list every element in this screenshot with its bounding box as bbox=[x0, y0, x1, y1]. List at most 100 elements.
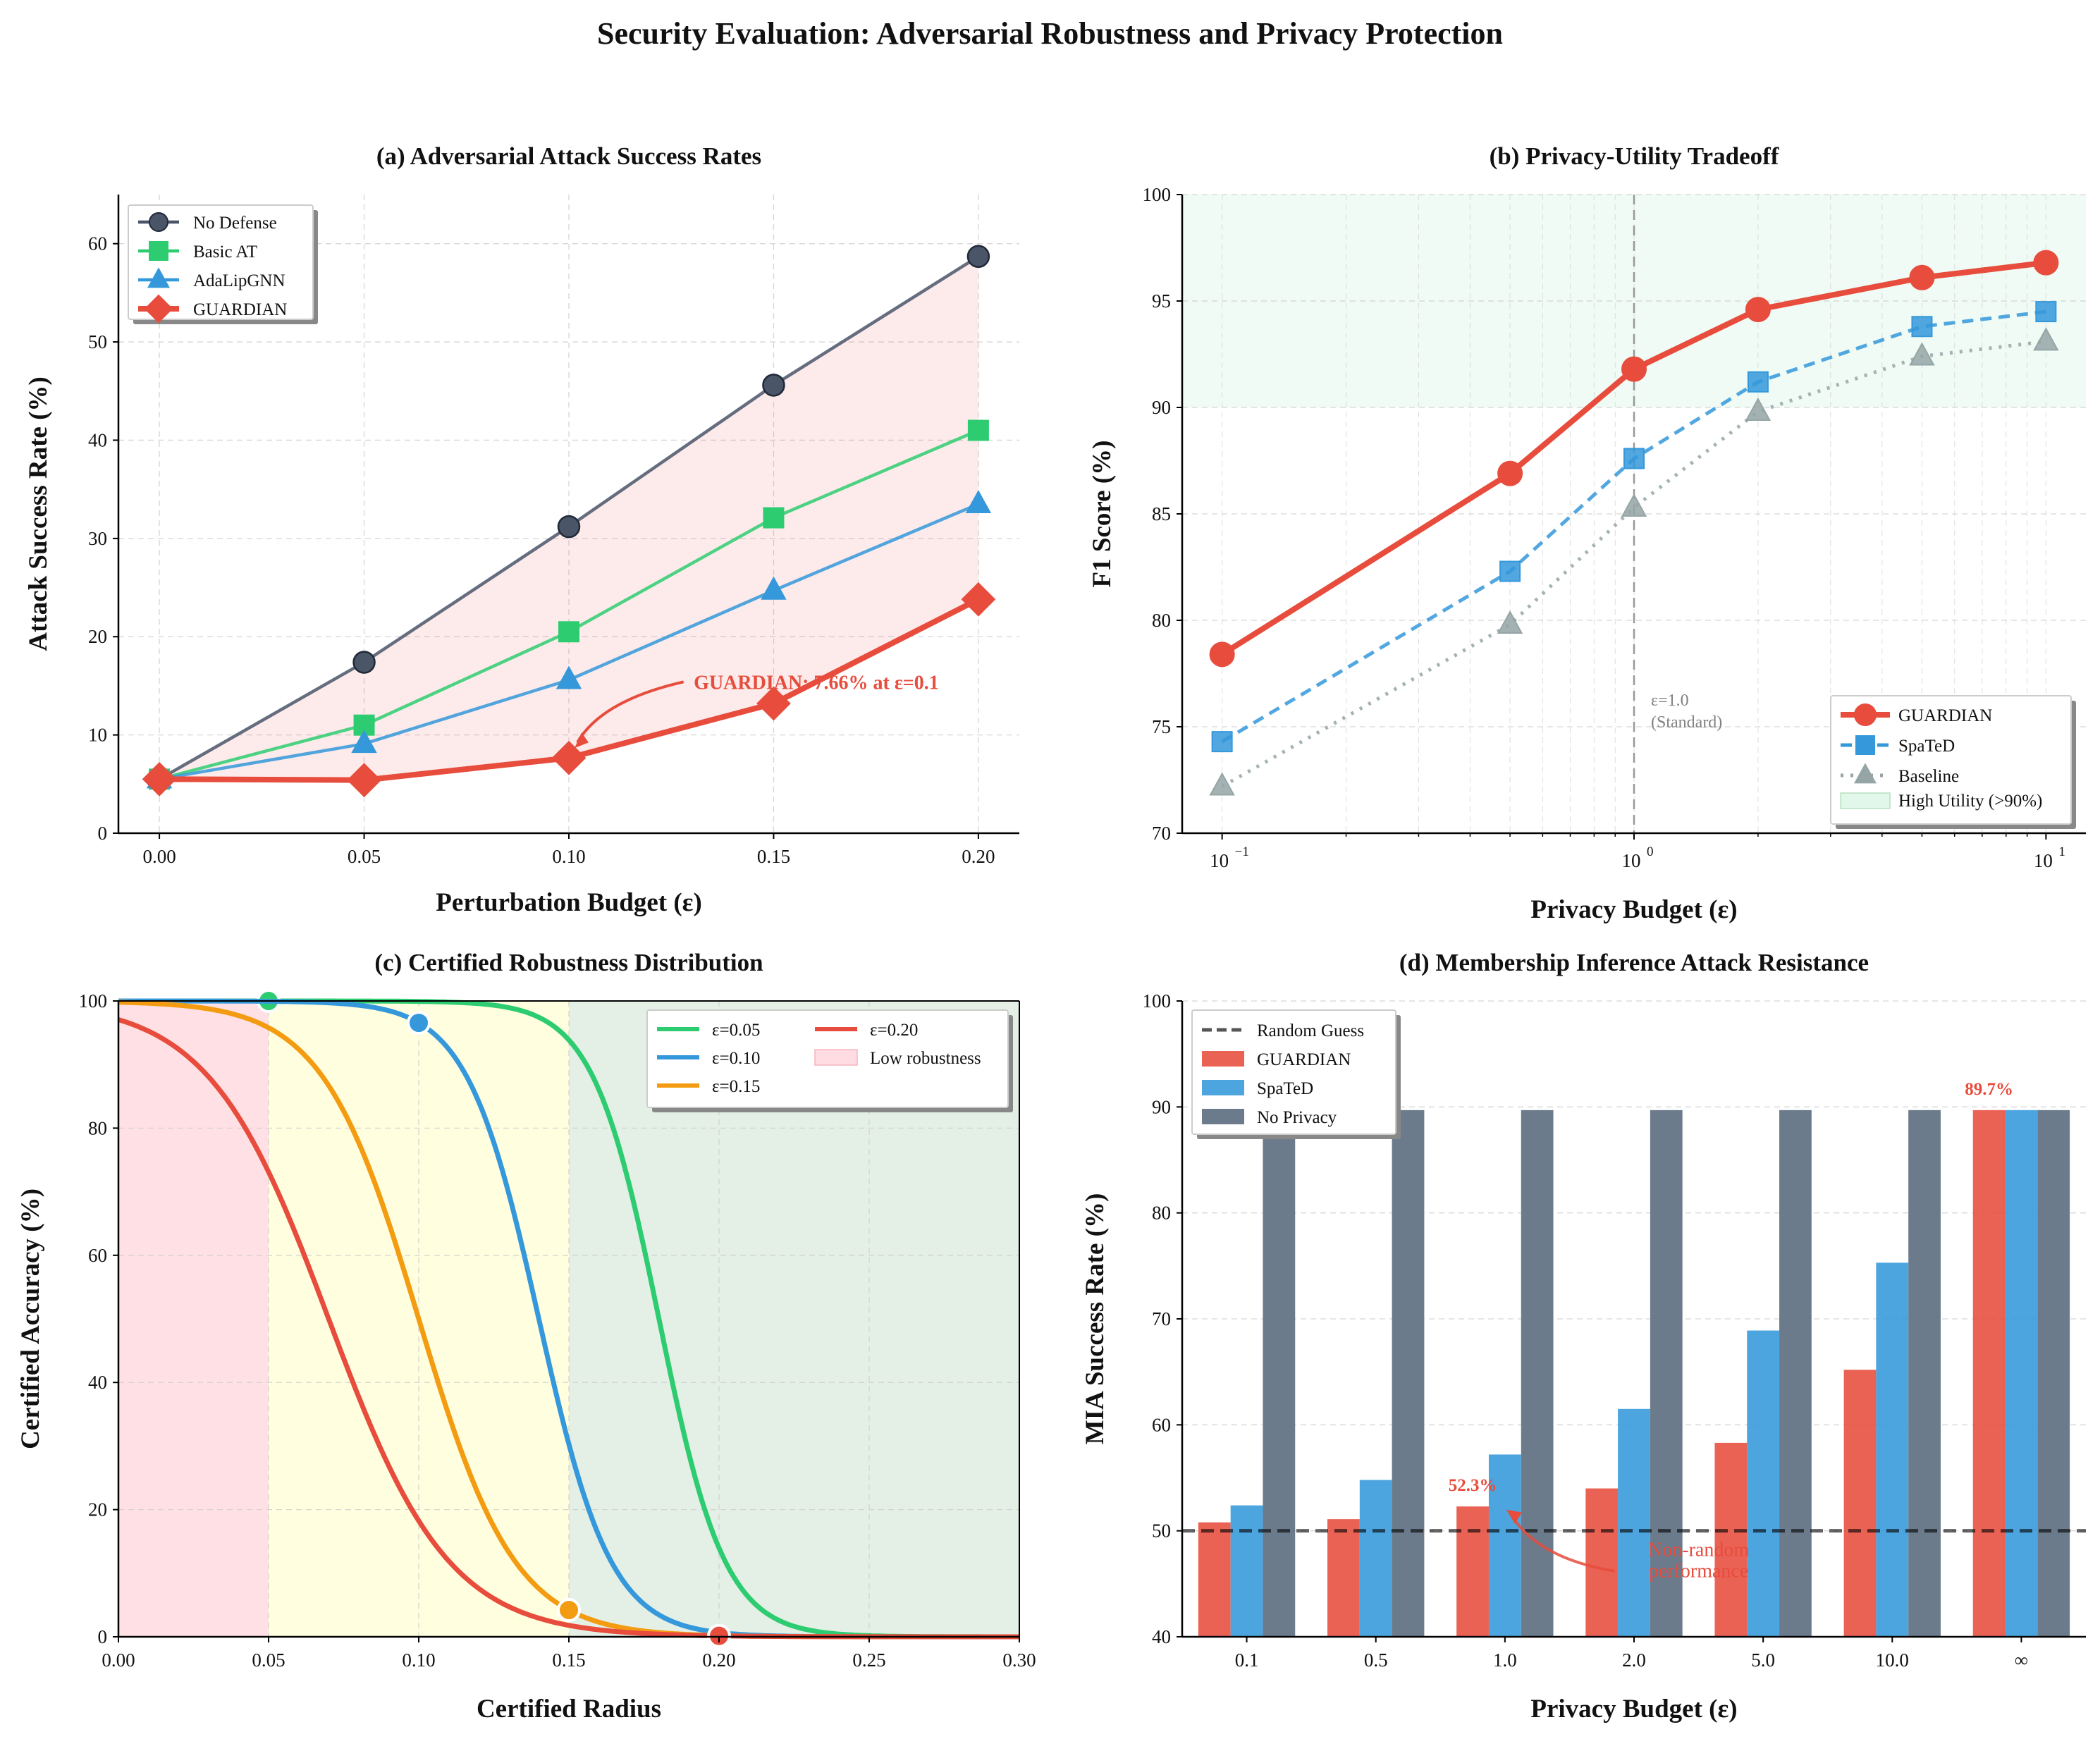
x-tick-exponent: 1 bbox=[2058, 844, 2065, 859]
data-point bbox=[1911, 316, 1933, 338]
x-tick-label: 0.15 bbox=[757, 846, 790, 867]
bar bbox=[1198, 1522, 1231, 1637]
x-tick-label: 10 bbox=[1210, 850, 1229, 871]
value-label: 89.7% bbox=[1965, 1080, 2013, 1099]
legend-label: Basic AT bbox=[193, 242, 257, 262]
data-point bbox=[2033, 327, 2059, 351]
panel-title: (d) Membership Inference Attack Resistan… bbox=[1399, 949, 1869, 976]
y-tick-label: 40 bbox=[88, 1372, 107, 1393]
panel-title: (b) Privacy-Utility Tradeoff bbox=[1490, 142, 1779, 170]
y-tick-label: 40 bbox=[88, 429, 107, 450]
data-point bbox=[557, 1598, 581, 1623]
x-tick-label: 0.25 bbox=[852, 1649, 885, 1671]
legend-marker bbox=[149, 212, 168, 232]
series-spated bbox=[1230, 1110, 2038, 1637]
data-point bbox=[407, 1011, 431, 1036]
data-point bbox=[1909, 264, 1935, 290]
y-tick-label: 20 bbox=[88, 1499, 107, 1520]
legend-label: GUARDIAN bbox=[1257, 1050, 1351, 1069]
legend-marker bbox=[149, 241, 168, 261]
bar bbox=[1521, 1110, 1554, 1637]
data-point bbox=[351, 730, 377, 754]
arrow-head bbox=[575, 732, 589, 749]
legend-marker bbox=[1854, 703, 1877, 726]
bar bbox=[1747, 1330, 1780, 1637]
x-tick-label: 10.0 bbox=[1876, 1649, 1909, 1671]
bar bbox=[1392, 1110, 1425, 1637]
y-tick-label: 80 bbox=[88, 1117, 107, 1138]
data-point bbox=[966, 245, 990, 269]
bar bbox=[1456, 1506, 1489, 1637]
legend-frame bbox=[128, 204, 314, 320]
bar bbox=[1359, 1480, 1392, 1637]
legend-marker bbox=[1854, 763, 1877, 784]
bar bbox=[1327, 1519, 1360, 1637]
data-point bbox=[1211, 731, 1233, 753]
bar bbox=[1488, 1454, 1521, 1637]
annotation-text: Non-random bbox=[1648, 1540, 1749, 1561]
bar bbox=[1714, 1442, 1748, 1637]
x-tick-label: 0.00 bbox=[142, 846, 176, 867]
data-point bbox=[557, 515, 581, 539]
legend-patch bbox=[1202, 1080, 1244, 1095]
x-tick-label: ∞ bbox=[2015, 1649, 2028, 1671]
data-point bbox=[1745, 397, 1772, 422]
x-tick-label: 1.0 bbox=[1493, 1649, 1517, 1671]
data-point bbox=[1747, 371, 1769, 393]
data-point bbox=[1621, 493, 1647, 517]
y-tick-label: 20 bbox=[88, 626, 107, 647]
vline-label: ε=1.0 bbox=[1651, 692, 1689, 710]
data-point bbox=[1623, 448, 1645, 469]
data-point bbox=[1909, 342, 1935, 366]
bar bbox=[1618, 1408, 1650, 1637]
data-point bbox=[707, 1623, 731, 1648]
y-tick-label: 70 bbox=[1152, 1308, 1171, 1329]
y-tick-label: 60 bbox=[88, 1245, 107, 1266]
data-point bbox=[2035, 301, 2057, 323]
y-tick-label: 0 bbox=[98, 1626, 108, 1647]
legend-patch bbox=[1840, 792, 1891, 809]
x-tick-label: 10 bbox=[2034, 850, 2053, 871]
data-point bbox=[558, 621, 579, 643]
data-point bbox=[763, 507, 785, 529]
data-point bbox=[1209, 772, 1235, 796]
x-tick-label: 0.05 bbox=[348, 846, 381, 867]
legend: No Defense Basic AT AdaLipGNN GUARDIAN bbox=[128, 204, 318, 324]
legend-label: GUARDIAN bbox=[1898, 706, 1992, 725]
x-tick-exponent: 0 bbox=[1647, 844, 1654, 859]
annotation-text: GUARDIAN: 7.66% at ε=0.1 bbox=[694, 672, 939, 694]
y-tick-label: 80 bbox=[1152, 610, 1171, 631]
y-axis-label: MIA Success Rate (%) bbox=[1081, 1193, 1110, 1445]
legend-label: High Utility (>90%) bbox=[1898, 792, 2042, 811]
data-point bbox=[551, 740, 587, 775]
legend-label: Baseline bbox=[1898, 767, 1959, 786]
y-tick-label: 90 bbox=[1152, 1096, 1171, 1117]
legend-frame bbox=[1830, 695, 2072, 825]
y-tick-label: 85 bbox=[1152, 503, 1171, 524]
bar bbox=[1585, 1488, 1619, 1637]
series-line bbox=[1221, 339, 2046, 788]
y-axis-label: Attack Success Rate (%) bbox=[24, 376, 53, 651]
legend-label: ε=0.20 bbox=[870, 1021, 918, 1040]
x-axis-label: Perturbation Budget (ε) bbox=[436, 888, 702, 917]
panel-title: (a) Adversarial Attack Success Rates bbox=[376, 142, 761, 170]
data-point bbox=[762, 374, 785, 397]
panel-a: (a) Adversarial Attack Success Rates 0 10 2… bbox=[24, 142, 1019, 917]
legend: Random Guess GUARDIAN SpaTeD No Privacy bbox=[1191, 1009, 1401, 1139]
data-point bbox=[961, 582, 996, 617]
legend-label: No Privacy bbox=[1257, 1108, 1337, 1127]
bar bbox=[1972, 1110, 2006, 1637]
legend-patch bbox=[1202, 1109, 1244, 1124]
data-point bbox=[347, 763, 381, 798]
data-point bbox=[1209, 641, 1235, 668]
legend-frame bbox=[1191, 1009, 1396, 1135]
legend-label: ε=0.15 bbox=[712, 1077, 760, 1096]
y-tick-label: 100 bbox=[79, 990, 108, 1012]
legend-label: SpaTeD bbox=[1898, 737, 1955, 756]
x-tick-exponent: −1 bbox=[1235, 844, 1249, 859]
y-tick-label: 30 bbox=[88, 528, 107, 549]
series-guardian bbox=[1209, 250, 2059, 668]
x-tick-label: 0.5 bbox=[1364, 1649, 1388, 1671]
x-tick-label: 0.10 bbox=[402, 1649, 435, 1671]
bar bbox=[1876, 1262, 1909, 1637]
